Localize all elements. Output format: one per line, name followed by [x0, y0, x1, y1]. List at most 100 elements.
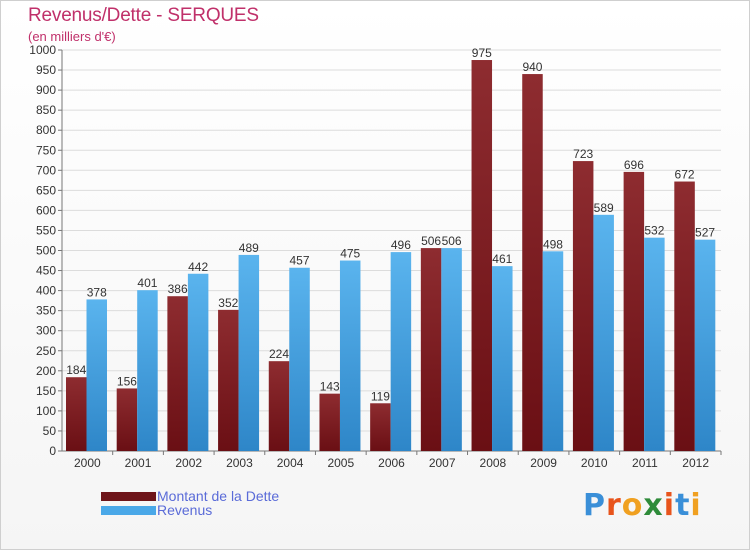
- y-tick-label: 650: [36, 183, 56, 197]
- legend-item-revenus: Revenus: [101, 502, 212, 518]
- x-tick-label: 2008: [480, 456, 507, 470]
- data-label-revenus: 496: [391, 238, 411, 252]
- legend-label-dette: Montant de la Dette: [157, 488, 280, 504]
- data-label-revenus: 461: [492, 252, 512, 266]
- chart-title: Revenus/Dette - SERQUES: [28, 5, 259, 26]
- y-tick-label: 300: [36, 324, 56, 338]
- bar-revenus: [542, 251, 564, 451]
- y-tick-label: 850: [36, 103, 56, 117]
- bar-dette: [370, 403, 391, 451]
- logo-letter: P: [583, 488, 606, 523]
- y-tick-label: 400: [36, 284, 56, 298]
- x-tick-label: 2002: [175, 456, 202, 470]
- bar-dette: [268, 361, 290, 451]
- bar-dette: [623, 171, 645, 452]
- y-tick-label: 550: [36, 223, 56, 237]
- data-label-dette: 184: [66, 363, 86, 377]
- data-label-revenus: 506: [442, 234, 462, 248]
- logo-letter: i: [663, 488, 676, 523]
- data-label-revenus: 378: [87, 285, 107, 299]
- bar-revenus: [390, 252, 412, 451]
- x-tick-label: 2005: [327, 456, 354, 470]
- bar-revenus: [86, 299, 107, 451]
- data-label-revenus: 498: [543, 237, 563, 251]
- y-tick-label: 700: [36, 163, 56, 177]
- bar-dette: [116, 388, 138, 451]
- data-label-dette: 386: [168, 282, 188, 296]
- bar-revenus: [238, 254, 260, 451]
- x-tick-label: 2003: [226, 456, 253, 470]
- x-tick-label: 2011: [632, 456, 658, 470]
- bar-dette: [420, 248, 442, 451]
- data-label-dette: 975: [472, 46, 492, 60]
- y-tick-label: 1000: [29, 43, 56, 57]
- bar-dette: [572, 161, 594, 451]
- bar-revenus: [694, 239, 716, 451]
- data-label-dette: 156: [117, 374, 137, 388]
- bar-revenus: [137, 290, 158, 451]
- data-label-dette: 506: [421, 234, 441, 248]
- y-tick-label: 100: [36, 404, 56, 418]
- logo-letter: x: [643, 488, 664, 523]
- x-tick-label: 2001: [125, 456, 152, 470]
- bar-revenus: [339, 260, 361, 451]
- data-label-revenus: 527: [695, 226, 715, 240]
- bar-dette: [471, 60, 493, 452]
- logo-letter: t: [675, 488, 691, 523]
- y-tick-label: 150: [36, 384, 56, 398]
- x-tick-label: 2004: [277, 456, 304, 470]
- y-tick-label: 600: [36, 203, 56, 217]
- y-tick-label: 50: [43, 424, 57, 438]
- bar-dette: [218, 309, 239, 451]
- y-tick-label: 500: [36, 244, 56, 258]
- bar-dette: [66, 377, 87, 451]
- bar-dette: [522, 74, 543, 451]
- data-label-dette: 672: [675, 168, 695, 182]
- bar-revenus: [441, 248, 462, 451]
- legend-label-revenus: Revenus: [157, 502, 213, 518]
- data-label-revenus: 401: [137, 276, 157, 290]
- y-tick-label: 350: [36, 304, 56, 318]
- logo-letter: r: [606, 488, 622, 523]
- bar-revenus: [644, 237, 665, 451]
- data-label-dette: 940: [522, 60, 542, 74]
- logo-letter: o: [621, 488, 644, 523]
- y-tick-label: 750: [36, 143, 56, 157]
- x-tick-label: 2010: [581, 456, 608, 470]
- data-label-revenus: 442: [188, 260, 208, 274]
- y-tick-label: 250: [36, 344, 56, 358]
- x-tick-label: 2006: [378, 456, 405, 470]
- bar-revenus: [593, 214, 614, 451]
- data-label-dette: 352: [218, 296, 238, 310]
- proxiti-logo: Proxiti: [583, 488, 702, 523]
- y-tick-label: 0: [49, 444, 56, 458]
- chart-subtitle: (en milliers d'€): [28, 29, 116, 44]
- y-tick-label: 450: [36, 264, 56, 278]
- legend-swatch-dette: [101, 491, 156, 501]
- data-label-dette: 224: [269, 347, 289, 361]
- bar-dette: [319, 393, 340, 451]
- y-tick-label: 950: [36, 63, 56, 77]
- legend-item-dette: Montant de la Dette: [101, 488, 279, 504]
- x-tick-label: 2000: [74, 456, 101, 470]
- data-label-dette: 723: [573, 147, 593, 161]
- data-label-dette: 143: [320, 380, 340, 394]
- bar-revenus: [289, 267, 310, 451]
- x-tick-label: 2009: [530, 456, 557, 470]
- data-label-dette: 696: [624, 158, 644, 172]
- data-label-revenus: 475: [340, 247, 360, 261]
- data-label-revenus: 457: [290, 254, 310, 268]
- bar-dette: [167, 296, 188, 451]
- legend-swatch-revenus: [101, 505, 156, 515]
- data-label-dette: 119: [371, 389, 390, 403]
- x-tick-label: 2007: [429, 456, 456, 470]
- bar-revenus: [492, 266, 513, 451]
- data-label-revenus: 532: [644, 224, 664, 238]
- x-tick-label: 2012: [682, 456, 709, 470]
- bar-dette: [674, 181, 695, 451]
- logo-letter: i: [690, 488, 702, 523]
- bar-revenus: [187, 273, 209, 451]
- y-tick-label: 900: [36, 83, 56, 97]
